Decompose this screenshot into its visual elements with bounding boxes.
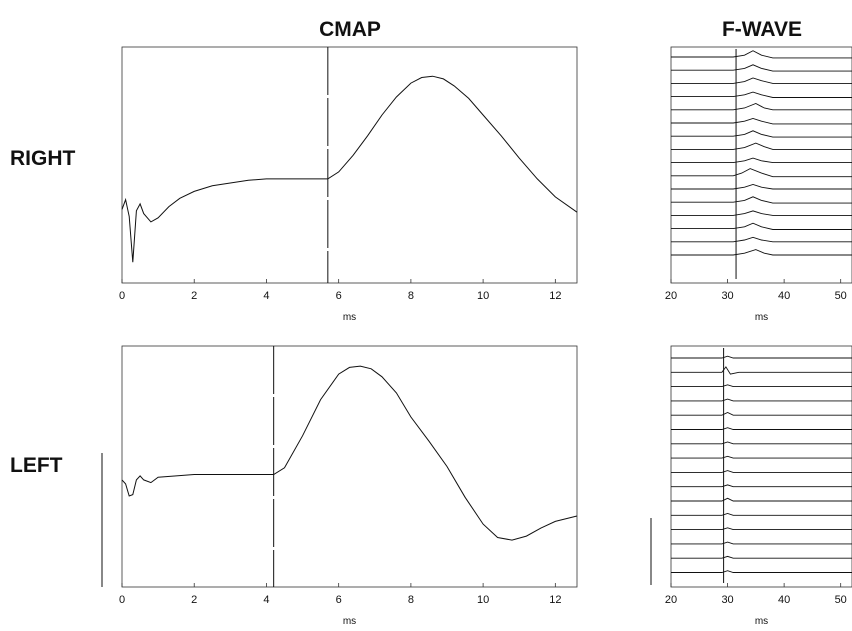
right-fwave-trace	[671, 249, 852, 256]
left-cmap-tick-label: 6	[336, 594, 342, 606]
left-fwave-trace	[671, 355, 852, 359]
left-fwave-trace	[671, 412, 852, 416]
left-fwave-tick-label: 50	[835, 594, 847, 606]
left-fwave-trace	[671, 441, 852, 445]
left-cmap-tick-label: 2	[191, 594, 197, 606]
left-row-title: LEFT	[10, 454, 63, 477]
right-cmap-panel: 0 2 4 6 8 10 12 ms	[119, 46, 578, 323]
right-cmap-tick-label: 4	[263, 290, 269, 302]
left-cmap-tick-label: 4	[263, 594, 269, 606]
right-cmap-tick-label: 8	[408, 290, 414, 302]
right-fwave-tick-label: 40	[778, 290, 790, 302]
left-fwave-trace	[671, 398, 852, 402]
right-cmap-tick-label: 0	[119, 290, 125, 302]
right-fwave-trace	[671, 236, 852, 243]
left-cmap-tick-label: 8	[408, 594, 414, 606]
left-cmap-tick-label: 10	[477, 594, 489, 606]
left-fwave-trace	[671, 555, 852, 559]
left-fwave-trace	[671, 470, 852, 473]
fwave-column-title: F-WAVE	[722, 18, 802, 41]
cmap-column-title: CMAP	[319, 18, 381, 41]
right-cmap-frame	[121, 46, 578, 284]
right-fwave-trace	[671, 168, 852, 178]
right-fwave-panel: 20 30 40 50 ms	[665, 46, 852, 323]
right-fwave-trace	[671, 157, 852, 164]
right-fwave-trace	[671, 64, 852, 72]
right-fwave-tick-label: 50	[835, 290, 847, 302]
left-fwave-trace	[671, 527, 852, 531]
left-cmap-tick-label: 12	[549, 594, 561, 606]
left-fwave-trace	[671, 513, 852, 516]
left-fwave-trace	[671, 497, 852, 502]
left-cmap-tick-label: 0	[119, 594, 125, 606]
left-fwave-trace	[671, 541, 852, 545]
left-fwave-panel: 20 30 40 50 ms	[665, 345, 852, 627]
left-cmap-frame	[121, 345, 578, 588]
left-fwave-trace	[671, 384, 852, 388]
left-fwave-tick-label: 20	[665, 594, 677, 606]
right-fwave-trace	[671, 77, 852, 84]
right-cmap-tick-label: 10	[477, 290, 489, 302]
left-fwave-frame	[670, 345, 852, 588]
right-cmap-tick-label: 6	[336, 290, 342, 302]
left-fwave-trace	[671, 484, 852, 488]
left-fwave-tick-label: 40	[778, 594, 790, 606]
left-fwave-tick-label: 30	[721, 594, 733, 606]
right-fwave-trace	[671, 210, 852, 216]
right-cmap-tick-label: 2	[191, 290, 197, 302]
right-fwave-trace	[671, 103, 852, 111]
right-fwave-trace	[671, 142, 852, 150]
left-cmap-waveform	[121, 365, 578, 541]
right-cmap-xlabel: ms	[343, 312, 356, 323]
right-fwave-xlabel: ms	[755, 312, 768, 323]
right-cmap-tick-label: 12	[549, 290, 561, 302]
right-fwave-trace	[671, 196, 852, 204]
left-fwave-trace	[671, 455, 852, 459]
right-fwave-trace	[671, 50, 852, 59]
right-fwave-trace	[671, 184, 852, 190]
right-fwave-trace	[671, 222, 852, 230]
left-fwave-trace	[671, 366, 852, 375]
right-fwave-trace	[671, 130, 852, 138]
right-fwave-tick-label: 30	[721, 290, 733, 302]
left-cmap-panel: 0 2 4 6 8 10 12 ms	[119, 345, 578, 627]
left-fwave-trace	[671, 427, 852, 430]
right-fwave-frame	[670, 46, 852, 284]
right-fwave-trace	[671, 118, 852, 125]
left-fwave-xlabel: ms	[755, 616, 768, 627]
right-fwave-trace	[671, 91, 852, 98]
right-row-title: RIGHT	[10, 147, 76, 170]
left-cmap-xlabel: ms	[343, 616, 356, 627]
right-cmap-waveform	[121, 75, 578, 263]
left-fwave-trace	[671, 570, 852, 573]
right-fwave-tick-label: 20	[665, 290, 677, 302]
